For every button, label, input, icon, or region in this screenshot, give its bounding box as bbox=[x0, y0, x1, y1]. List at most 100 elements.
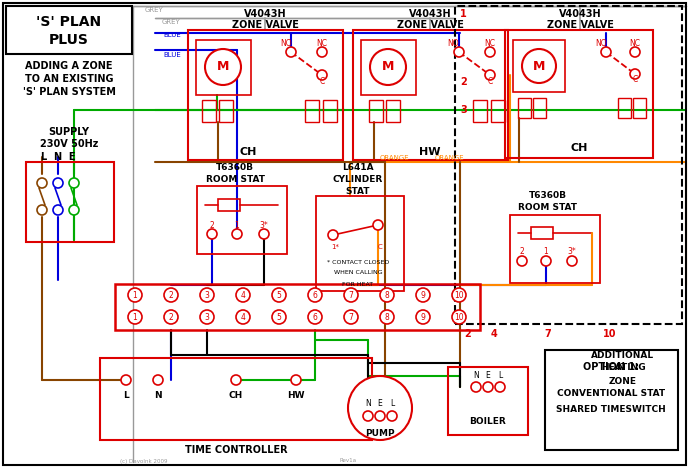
Circle shape bbox=[380, 310, 394, 324]
Text: L: L bbox=[390, 398, 394, 408]
Circle shape bbox=[164, 310, 178, 324]
Text: 2: 2 bbox=[210, 220, 215, 229]
Circle shape bbox=[328, 230, 338, 240]
Text: T6360B: T6360B bbox=[216, 162, 254, 171]
Text: BOILER: BOILER bbox=[470, 417, 506, 426]
Circle shape bbox=[630, 69, 640, 79]
Text: 1: 1 bbox=[460, 9, 466, 19]
Text: 1: 1 bbox=[132, 313, 137, 322]
Text: ROOM STAT: ROOM STAT bbox=[518, 204, 578, 212]
Bar bbox=[545, 350, 678, 450]
Circle shape bbox=[416, 310, 430, 324]
Circle shape bbox=[37, 205, 47, 215]
Text: * CONTACT CLOSED: * CONTACT CLOSED bbox=[327, 259, 389, 264]
Text: WHEN CALLING: WHEN CALLING bbox=[334, 271, 382, 276]
Text: Rev1a: Rev1a bbox=[340, 459, 357, 463]
Text: SHARED TIMESWITCH: SHARED TIMESWITCH bbox=[556, 404, 666, 414]
Text: C: C bbox=[377, 244, 382, 250]
Text: N: N bbox=[473, 371, 479, 380]
Circle shape bbox=[236, 288, 250, 302]
Circle shape bbox=[317, 47, 327, 57]
Bar bbox=[455, 6, 682, 324]
Circle shape bbox=[259, 229, 269, 239]
Text: 7: 7 bbox=[544, 329, 551, 339]
Circle shape bbox=[380, 288, 394, 302]
Bar bbox=[369, 100, 383, 122]
Circle shape bbox=[291, 375, 301, 385]
Bar bbox=[6, 6, 132, 54]
Text: NC: NC bbox=[317, 38, 328, 47]
Text: CH: CH bbox=[239, 147, 257, 157]
Circle shape bbox=[373, 220, 383, 230]
Text: 8: 8 bbox=[384, 313, 389, 322]
Text: M: M bbox=[533, 59, 545, 73]
Text: GREY: GREY bbox=[145, 7, 164, 13]
Text: C: C bbox=[632, 75, 638, 85]
Text: 3*: 3* bbox=[259, 220, 268, 229]
Text: NO: NO bbox=[280, 38, 292, 47]
Circle shape bbox=[37, 178, 47, 188]
Text: C: C bbox=[319, 78, 324, 87]
Circle shape bbox=[232, 229, 242, 239]
Text: NC: NC bbox=[629, 38, 640, 47]
Bar bbox=[361, 40, 416, 95]
Circle shape bbox=[272, 288, 286, 302]
Text: HW: HW bbox=[420, 147, 441, 157]
Text: 3: 3 bbox=[204, 313, 210, 322]
Text: ZONE VALVE: ZONE VALVE bbox=[232, 20, 299, 30]
Bar bbox=[353, 30, 508, 160]
Circle shape bbox=[164, 288, 178, 302]
Bar bbox=[196, 40, 251, 95]
Circle shape bbox=[231, 375, 241, 385]
Circle shape bbox=[454, 47, 464, 57]
Bar bbox=[505, 30, 653, 158]
Circle shape bbox=[236, 310, 250, 324]
Circle shape bbox=[128, 310, 142, 324]
Circle shape bbox=[200, 310, 214, 324]
Text: ZONE VALVE: ZONE VALVE bbox=[546, 20, 613, 30]
Text: L: L bbox=[123, 392, 129, 401]
Text: ORANGE: ORANGE bbox=[435, 155, 464, 161]
Bar bbox=[491, 100, 505, 122]
Text: M: M bbox=[217, 60, 229, 73]
Text: NO: NO bbox=[595, 38, 607, 47]
Bar bbox=[219, 100, 233, 122]
Text: C: C bbox=[487, 78, 493, 87]
Circle shape bbox=[121, 375, 131, 385]
Text: 3: 3 bbox=[204, 291, 210, 300]
Text: 10: 10 bbox=[454, 291, 464, 300]
Text: ZONE: ZONE bbox=[609, 376, 637, 386]
Bar bbox=[513, 40, 565, 92]
Text: 1: 1 bbox=[235, 220, 239, 229]
Circle shape bbox=[128, 288, 142, 302]
Text: ADDITIONAL: ADDITIONAL bbox=[591, 351, 655, 359]
Text: HW: HW bbox=[287, 392, 305, 401]
Text: 5: 5 bbox=[277, 291, 282, 300]
Text: 1: 1 bbox=[132, 291, 137, 300]
Circle shape bbox=[200, 288, 214, 302]
Circle shape bbox=[348, 376, 412, 440]
Text: 9: 9 bbox=[421, 313, 426, 322]
Bar bbox=[316, 196, 404, 291]
Bar bbox=[633, 98, 646, 118]
Bar bbox=[202, 100, 216, 122]
Text: STAT: STAT bbox=[346, 187, 371, 196]
Text: TO AN EXISTING: TO AN EXISTING bbox=[25, 74, 113, 84]
Text: M: M bbox=[382, 60, 394, 73]
Text: 6: 6 bbox=[313, 291, 317, 300]
Text: NC: NC bbox=[484, 38, 495, 47]
Circle shape bbox=[471, 382, 481, 392]
Text: 2: 2 bbox=[520, 248, 524, 256]
Circle shape bbox=[205, 49, 241, 85]
Bar bbox=[531, 227, 553, 239]
Text: OPTION 1:: OPTION 1: bbox=[583, 362, 639, 372]
Circle shape bbox=[69, 178, 79, 188]
Text: PUMP: PUMP bbox=[365, 430, 395, 439]
Text: 'S' PLAN: 'S' PLAN bbox=[37, 15, 101, 29]
Text: 2: 2 bbox=[464, 329, 471, 339]
Bar bbox=[386, 100, 400, 122]
Circle shape bbox=[522, 49, 556, 83]
Circle shape bbox=[541, 256, 551, 266]
Text: 9: 9 bbox=[421, 291, 426, 300]
Circle shape bbox=[286, 47, 296, 57]
